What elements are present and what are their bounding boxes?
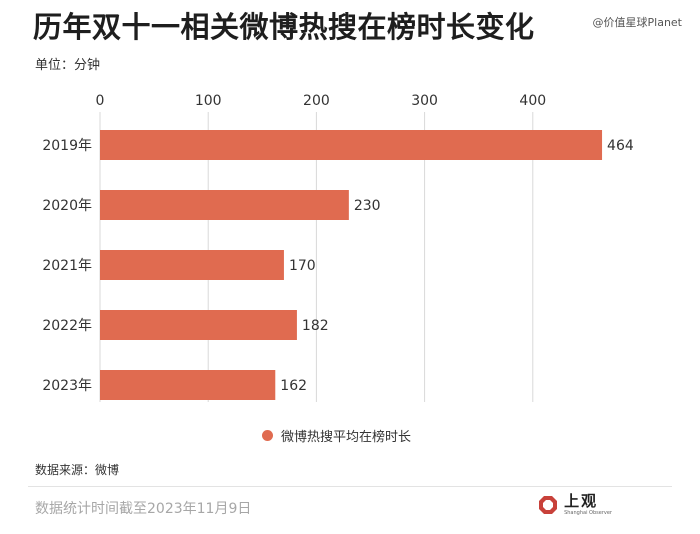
bar (100, 310, 297, 340)
watermark: @价值星球Planet (592, 16, 682, 29)
divider (28, 486, 672, 487)
category-label: 2023年 (42, 378, 92, 394)
brand-logo-block: 上观 Shanghai Observer (538, 494, 612, 516)
x-axis-ticks: 0 100 200 300 400 (96, 93, 547, 109)
footnote: 数据统计时间截至2023年11月9日 (35, 501, 252, 517)
brand-subtitle: Shanghai Observer (564, 510, 612, 516)
data-label: 162 (280, 378, 307, 394)
bar (100, 250, 284, 280)
bar (100, 190, 349, 220)
category-label: 2020年 (42, 198, 92, 214)
data-label: 230 (354, 198, 381, 214)
x-tick-label: 100 (195, 93, 222, 109)
legend: 微博热搜平均在榜时长 (262, 426, 411, 445)
unit-label: 单位：分钟 (35, 58, 101, 73)
y-axis-categories: 2019年 2020年 2021年 2022年 2023年 (42, 138, 92, 394)
category-label: 2021年 (42, 258, 92, 274)
chart-title: 历年双十一相关微博热搜在榜时长变化 (33, 10, 535, 44)
data-label: 182 (302, 318, 329, 334)
category-label: 2019年 (42, 138, 92, 154)
data-label: 170 (289, 258, 316, 274)
data-labels: 464 230 170 182 162 (280, 138, 634, 394)
data-source: 数据来源：微博 (35, 463, 120, 477)
bars (100, 130, 603, 400)
x-tick-label: 400 (519, 93, 546, 109)
category-label: 2022年 (42, 318, 92, 334)
shanghai-observer-logo-icon (539, 496, 558, 514)
bar-chart: 0 100 200 300 400 2019年2020年2021年2022年2023年 … (42, 93, 634, 402)
data-label: 464 (607, 138, 634, 154)
legend-swatch (262, 430, 273, 441)
legend-label: 微博热搜平均在榜时长 (281, 430, 412, 445)
x-tick-label: 200 (303, 93, 330, 109)
bar (100, 130, 603, 160)
x-tick-label: 300 (411, 93, 438, 109)
bar (100, 370, 276, 400)
gridlines (99, 112, 534, 402)
brand-name: 上观 (564, 492, 599, 510)
x-tick-label: 0 (96, 93, 105, 109)
